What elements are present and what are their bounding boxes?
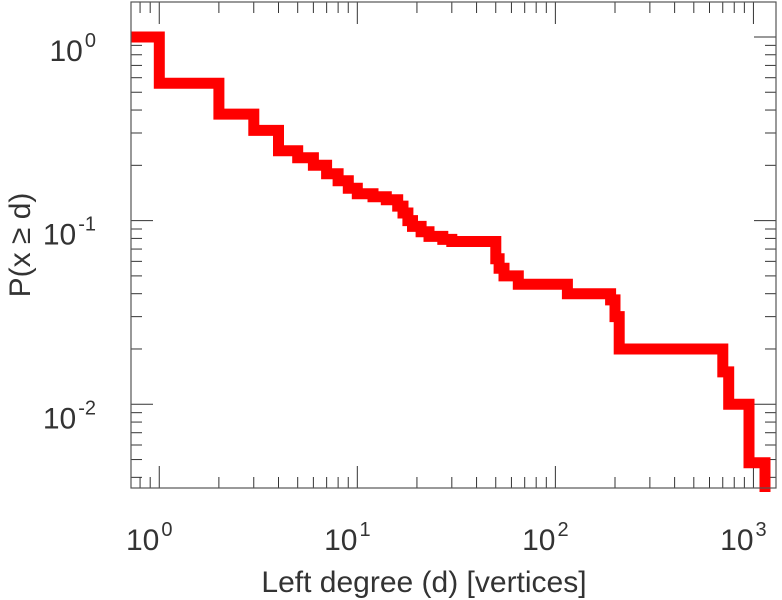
y-tick-base: 10 [50,35,83,68]
y-axis-label: P(x ≥ d) [4,193,37,298]
plot-series [131,31,771,492]
y-tick-label: 10 -2 [43,397,96,435]
x-tick-exponent: 2 [557,519,568,541]
y-tick-exponent: -2 [78,397,96,419]
y-tick-label: 10 0 [50,30,97,68]
x-tick-base: 10 [720,524,753,557]
minor-ticks [131,2,776,488]
plot-frame [130,1,777,489]
y-tick-exponent: -1 [78,214,96,236]
y-tick-base: 10 [43,219,76,252]
x-tick-exponent: 1 [359,519,370,541]
y-tick-label: 10 -1 [43,214,96,252]
y-tick-base: 10 [43,402,76,435]
x-tick-base: 10 [522,524,555,557]
x-tick-exponent: 3 [756,519,767,541]
x-tick-labels: 10 0 10 1 10 2 10 3 [126,519,767,557]
x-axis-label: Left degree (d) [vertices] [261,566,586,599]
x-tick-base: 10 [126,524,159,557]
x-tick-label: 10 0 [126,519,173,557]
y-tick-exponent: 0 [85,30,96,52]
x-tick-label: 10 3 [720,519,767,557]
ccdf-series-line [131,31,771,492]
x-tick-label: 10 2 [522,519,569,557]
x-tick-base: 10 [324,524,357,557]
x-tick-exponent: 0 [161,519,172,541]
x-tick-label: 10 1 [324,519,371,557]
